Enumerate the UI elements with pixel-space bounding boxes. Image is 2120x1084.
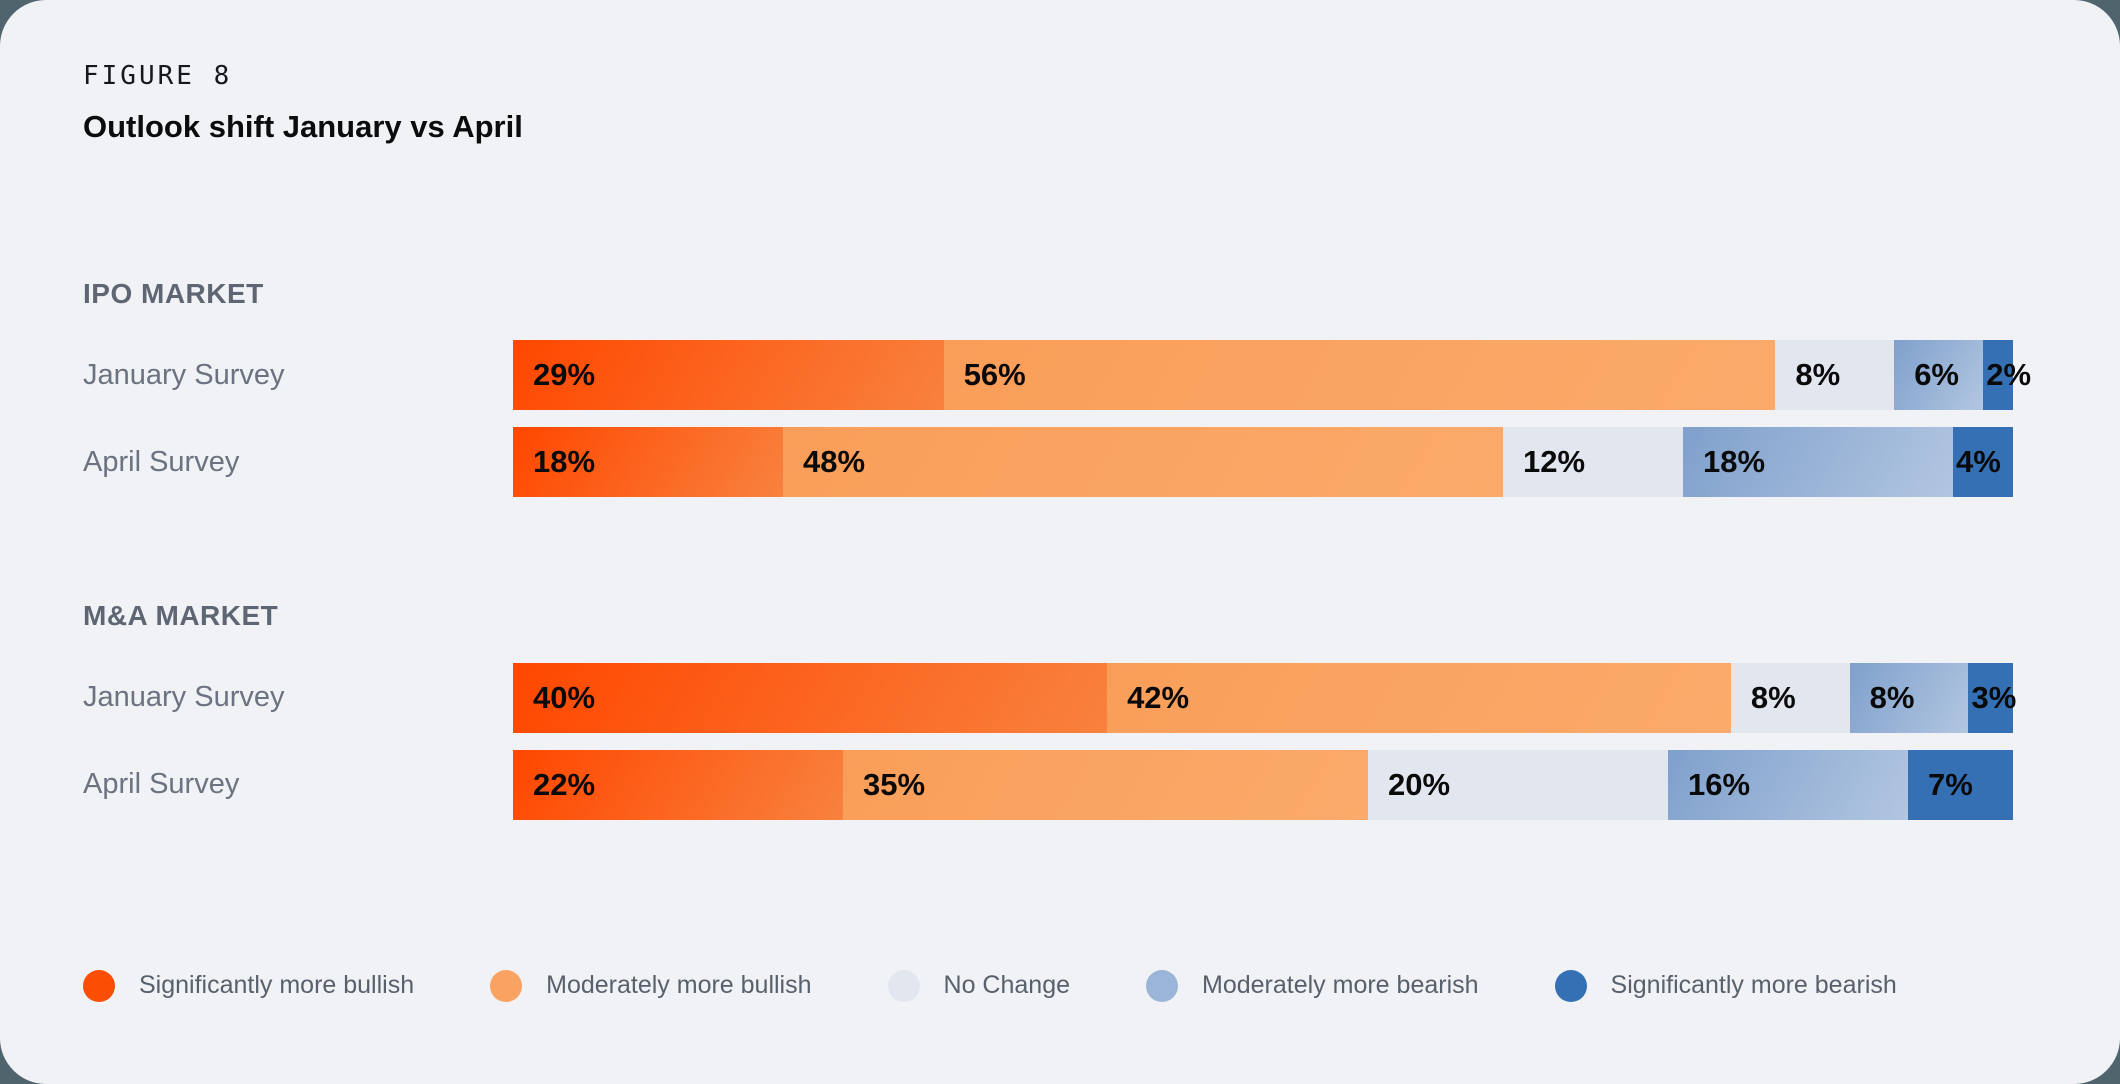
bar-segment: 29% — [513, 340, 944, 411]
segment-value-label: 35% — [863, 766, 926, 802]
segment-value-label: 3% — [1971, 679, 2017, 715]
bar-segment: 22% — [513, 749, 843, 820]
bar-segment: 2% — [1983, 340, 2031, 411]
segment-value-label: 40% — [533, 679, 596, 715]
segment-value-label: 18% — [1703, 444, 1766, 480]
bar-segment: 48% — [783, 427, 1503, 498]
bar-segment: 16% — [1668, 749, 1908, 820]
row-label: April Survey — [83, 768, 240, 801]
segment-value-label: 12% — [1523, 444, 1586, 480]
legend-item: No Change — [887, 969, 1071, 1002]
bar-segment: 7% — [1908, 749, 2013, 820]
bar-segment: 20% — [1368, 749, 1668, 820]
legend-item: Significantly more bearish — [1554, 969, 1897, 1002]
chart-row: January Survey 29% 56% 8% 6% 2% — [83, 340, 2120, 411]
legend-label: No Change — [943, 971, 1071, 1000]
chart-group: IPO MARKET January Survey 29% 56% 8% 6% 2% Apri… — [83, 277, 2120, 498]
segment-value-label: 4% — [1956, 444, 2001, 480]
segment-value-label: 29% — [533, 357, 596, 393]
row-label: April Survey — [83, 445, 240, 478]
segment-value-label: 56% — [963, 357, 1026, 393]
segment-value-label: 8% — [1795, 357, 1841, 393]
row-label: January Survey — [83, 681, 285, 714]
bar-segment: 8% — [1775, 340, 1895, 411]
legend-dot-icon — [887, 969, 920, 1002]
row-label: January Survey — [83, 358, 285, 391]
chart-title: Outlook shift January vs April — [83, 108, 523, 144]
stacked-bar: 29% 56% 8% 6% 2% — [513, 340, 2031, 411]
legend-label: Moderately more bearish — [1202, 971, 1479, 1000]
segment-value-label: 8% — [1750, 679, 1796, 715]
segment-value-label: 20% — [1388, 766, 1451, 802]
stacked-bar: 40% 42% 8% 8% 3% — [513, 662, 2017, 733]
bar-segment: 8% — [1730, 662, 1850, 733]
legend-dot-icon — [1146, 969, 1179, 1002]
bar-segment: 4% — [1953, 427, 2013, 498]
legend-item: Moderately more bearish — [1146, 969, 1479, 1002]
bar-segment: 18% — [513, 427, 783, 498]
bar-segment: 35% — [843, 749, 1368, 820]
chart-group: M&A MARKET January Survey 40% 42% 8% 8% 3% Apri… — [83, 599, 2120, 820]
bar-segment: 40% — [513, 662, 1108, 733]
legend-label: Significantly more bearish — [1610, 971, 1897, 1000]
figure-number: FIGURE 8 — [83, 61, 233, 91]
segment-value-label: 48% — [803, 444, 866, 480]
legend-item: Moderately more bullish — [490, 969, 812, 1002]
chart-groups: IPO MARKET January Survey 29% 56% 8% 6% 2% Apri… — [83, 277, 2120, 820]
segment-value-label: 42% — [1127, 679, 1190, 715]
segment-value-label: 2% — [1986, 357, 2032, 393]
bar-segment: 12% — [1503, 427, 1683, 498]
legend: Significantly more bullish Moderately mor… — [83, 969, 2120, 1002]
bar-segment: 18% — [1683, 427, 1953, 498]
bar-segment: 8% — [1849, 662, 1969, 733]
bar-segment: 42% — [1107, 662, 1731, 733]
segment-value-label: 18% — [533, 444, 596, 480]
legend-label: Moderately more bullish — [546, 971, 812, 1000]
legend-dot-icon — [1554, 969, 1587, 1002]
segment-value-label: 16% — [1688, 766, 1751, 802]
legend-dot-icon — [83, 969, 115, 1002]
section-title: IPO MARKET — [83, 277, 264, 309]
segment-value-label: 7% — [1928, 766, 1973, 802]
bar-segment: 56% — [943, 340, 1776, 411]
legend-item: Significantly more bullish — [83, 969, 415, 1002]
legend-label: Significantly more bullish — [139, 971, 415, 1000]
bar-segment: 6% — [1894, 340, 1984, 411]
bar-segment: 3% — [1968, 662, 2017, 733]
segment-value-label: 8% — [1869, 679, 1915, 715]
stacked-bar: 18% 48% 12% 18% 4% — [513, 427, 2013, 498]
chart-row: April Survey 18% 48% 12% 18% 4% — [83, 427, 2120, 498]
chart-row: April Survey 22% 35% 20% 16% 7% — [83, 749, 2120, 820]
chart-row: January Survey 40% 42% 8% 8% 3% — [83, 662, 2120, 733]
legend-dot-icon — [490, 969, 523, 1002]
section-title: M&A MARKET — [83, 600, 279, 632]
segment-value-label: 6% — [1914, 357, 1959, 393]
stacked-bar: 22% 35% 20% 16% 7% — [513, 749, 2013, 820]
segment-value-label: 22% — [533, 766, 596, 802]
